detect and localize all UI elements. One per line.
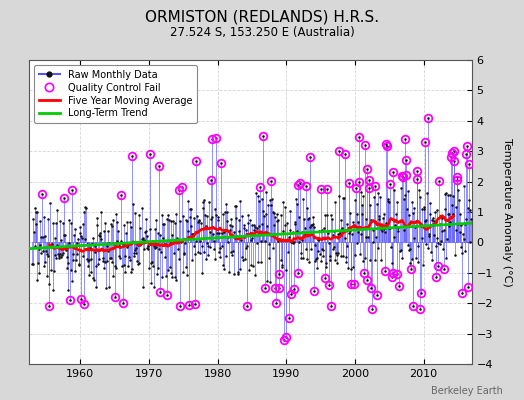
Y-axis label: Temperature Anomaly (°C): Temperature Anomaly (°C) (503, 138, 512, 286)
Text: ORMISTON (REDLANDS) H.R.S.: ORMISTON (REDLANDS) H.R.S. (145, 10, 379, 25)
Legend: Raw Monthly Data, Quality Control Fail, Five Year Moving Average, Long-Term Tren: Raw Monthly Data, Quality Control Fail, … (34, 65, 197, 123)
Text: 27.524 S, 153.250 E (Australia): 27.524 S, 153.250 E (Australia) (170, 26, 354, 39)
Text: Berkeley Earth: Berkeley Earth (431, 386, 503, 396)
